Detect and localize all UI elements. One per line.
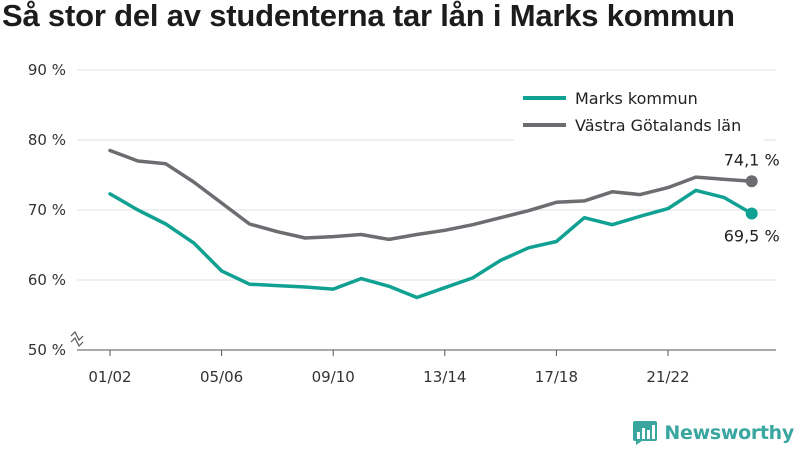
legend-entry: Västra Götalands län bbox=[575, 116, 741, 135]
y-tick-label: 90 % bbox=[28, 61, 66, 79]
chart-title: Så stor del av studenterna tar lån i Mar… bbox=[2, 0, 735, 33]
y-tick-label: 70 % bbox=[28, 201, 66, 219]
x-tick-label: 21/22 bbox=[646, 368, 689, 386]
series-end-point bbox=[745, 207, 758, 220]
legend: Marks kommun Västra Götalands län bbox=[514, 82, 764, 142]
y-tick-label: 60 % bbox=[28, 271, 66, 289]
axis-break-icon bbox=[70, 330, 84, 342]
x-tick-label: 13/14 bbox=[423, 368, 466, 386]
series-line bbox=[108, 188, 754, 300]
series-lines bbox=[108, 148, 758, 300]
x-tick-label: 05/06 bbox=[200, 368, 243, 386]
legend-entry: Marks kommun bbox=[575, 89, 698, 108]
axis-break-icon bbox=[70, 336, 84, 348]
y-tick-label: 80 % bbox=[28, 131, 66, 149]
x-tick-label: 01/02 bbox=[88, 368, 131, 386]
x-tick-label: 09/10 bbox=[312, 368, 355, 386]
series-line bbox=[108, 148, 754, 242]
axes: 50 % 60 % 70 % 80 % 90 % 01/02 05/06 09/10 13/14… bbox=[28, 61, 776, 386]
series-end-point bbox=[745, 175, 758, 188]
brand-logo: Newsworthy bbox=[632, 420, 794, 446]
legend-box bbox=[514, 82, 764, 142]
series-end-label: 74,1 % bbox=[724, 150, 780, 169]
end-labels: 69,5 % 74,1 % bbox=[724, 150, 780, 245]
series-end-label: 69,5 % bbox=[724, 227, 780, 246]
y-tick-label: 50 % bbox=[28, 341, 66, 359]
brand-name: Newsworthy bbox=[664, 422, 794, 444]
x-tick-label: 17/18 bbox=[535, 368, 578, 386]
axis-break-mask bbox=[71, 332, 83, 344]
newsworthy-icon bbox=[633, 421, 658, 445]
